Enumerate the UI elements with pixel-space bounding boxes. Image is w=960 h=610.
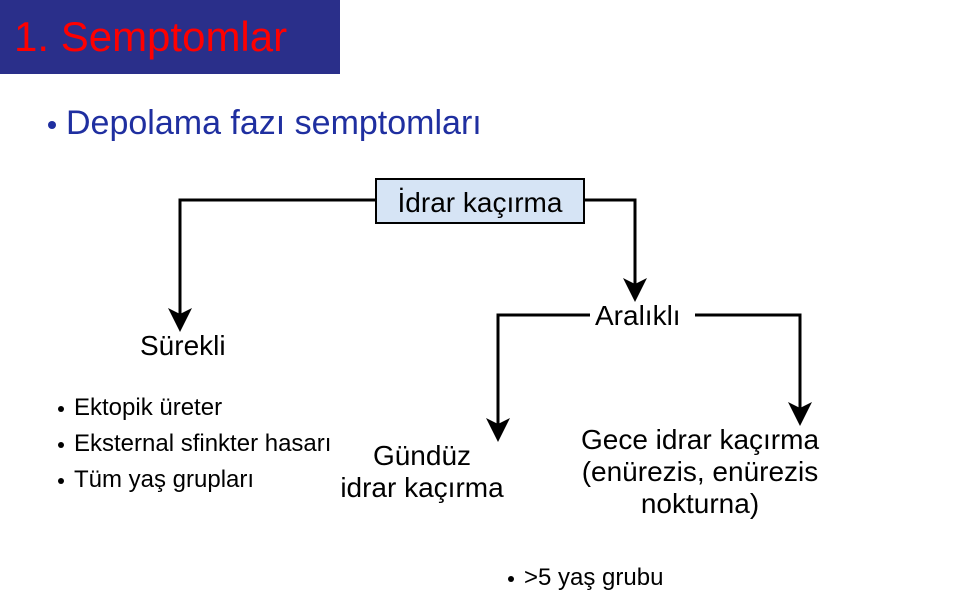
- right-branch-label: Aralıklı: [595, 300, 681, 332]
- list-item: Ektopik üreter: [58, 390, 331, 426]
- subtitle-row: Depolama fazı semptomları: [48, 104, 482, 143]
- list-item: Eksternal sfinkter hasarı: [58, 426, 331, 462]
- list-item-label: Tüm yaş grupları: [74, 466, 254, 493]
- footnote-text: >5 yaş grubu: [524, 564, 663, 591]
- bullet-icon: [58, 478, 64, 484]
- bullet-icon: [48, 121, 56, 129]
- slide-title: 1. Semptomlar: [14, 13, 287, 61]
- list-item: Tüm yaş grupları: [58, 462, 331, 498]
- root-node-label: İdrar kaçırma: [398, 187, 563, 218]
- bullet-icon: [508, 576, 514, 582]
- root-node: İdrar kaçırma: [375, 178, 585, 224]
- list-item-label: Eksternal sfinkter hasarı: [74, 430, 331, 457]
- title-bar: 1. Semptomlar: [0, 0, 340, 74]
- right-left-child: Gündüz idrar kaçırma: [340, 440, 503, 504]
- bullet-icon: [58, 442, 64, 448]
- footnote: >5 yaş grubu: [508, 560, 663, 596]
- right-branch-label-text: Aralıklı: [595, 300, 681, 331]
- list-item-label: Ektopik üreter: [74, 394, 222, 421]
- left-branch-label-text: Sürekli: [140, 330, 226, 361]
- bullet-icon: [58, 406, 64, 412]
- left-branch-label: Sürekli: [140, 330, 226, 362]
- left-branch-bullets: Ektopik üreter Eksternal sfinkter hasarı T…: [58, 390, 331, 498]
- subtitle-text: Depolama fazı semptomları: [66, 104, 482, 142]
- right-right-child: Gece idrar kaçırma (enürezis, enürezis n…: [581, 424, 819, 520]
